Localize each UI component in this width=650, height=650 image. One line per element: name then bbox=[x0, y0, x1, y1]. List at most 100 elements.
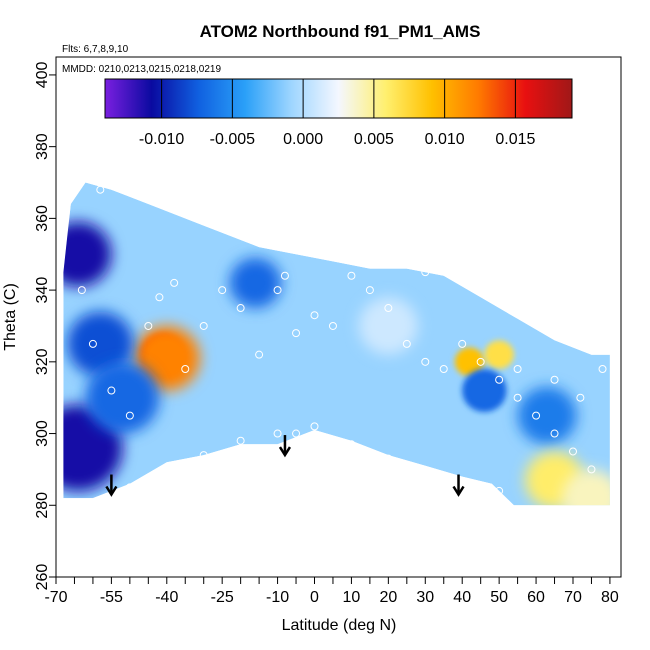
x-tick-label: -40 bbox=[155, 589, 178, 606]
flights-note: Flts: 6,7,8,9,10 bbox=[62, 44, 129, 55]
heatmap-feature bbox=[462, 369, 507, 413]
measurement-point bbox=[310, 311, 319, 320]
x-tick-label: -10 bbox=[266, 589, 289, 606]
colorbar: -0.010 -0.005 0.000 0.005 0.010 0.015 bbox=[104, 78, 573, 148]
measurement-point bbox=[347, 271, 356, 280]
y-tick-label: 380 bbox=[34, 133, 51, 160]
heatmap-feature bbox=[63, 404, 123, 491]
x-tick-label: -70 bbox=[44, 589, 67, 606]
measurement-point bbox=[155, 293, 164, 302]
colorbar-tick-label: -0.005 bbox=[210, 131, 255, 148]
colorbar-tick-label: 0.005 bbox=[354, 131, 394, 148]
x-tick-label: 10 bbox=[343, 589, 361, 606]
measurement-point bbox=[439, 365, 448, 373]
colorbar-tick-label: 0.015 bbox=[495, 131, 535, 148]
x-tick-label: 30 bbox=[416, 589, 434, 606]
measurement-point bbox=[77, 286, 86, 295]
measurement-point bbox=[162, 465, 171, 474]
measurement-point bbox=[107, 386, 116, 395]
x-tick-label: 50 bbox=[490, 589, 508, 606]
heatmap-feature bbox=[484, 340, 514, 369]
measurement-point bbox=[365, 286, 374, 295]
measurement-point bbox=[513, 365, 522, 373]
heatmap-feature bbox=[358, 297, 418, 355]
measurement-point bbox=[568, 447, 577, 456]
y-axis: 260 280 300 320 340 360 380 400 bbox=[34, 61, 56, 590]
colorbar-ticks: -0.010 -0.005 0.000 0.005 0.010 0.015 bbox=[139, 79, 536, 148]
colorbar-gradient bbox=[104, 78, 573, 119]
measurement-point bbox=[292, 429, 301, 438]
measurement-point bbox=[513, 393, 522, 402]
measurement-point bbox=[576, 393, 585, 402]
measurement-point bbox=[236, 304, 245, 313]
measurement-point bbox=[96, 185, 105, 194]
measurement-point bbox=[495, 375, 504, 384]
measurement-point bbox=[199, 321, 208, 330]
x-tick-label: 40 bbox=[453, 589, 471, 606]
measurement-point bbox=[292, 329, 301, 338]
y-tick-label: 360 bbox=[34, 205, 51, 232]
heatmap-feature bbox=[85, 361, 160, 434]
y-tick-label: 320 bbox=[34, 348, 51, 375]
measurement-point bbox=[218, 286, 227, 295]
measurement-points bbox=[77, 185, 607, 495]
y-tick-label: 260 bbox=[34, 564, 51, 591]
x-tick-label: 60 bbox=[527, 589, 545, 606]
measurement-point bbox=[280, 271, 289, 280]
measurement-point bbox=[181, 365, 190, 373]
heatmap-field bbox=[63, 182, 610, 506]
arrow-marker bbox=[105, 474, 118, 497]
measurement-point bbox=[421, 268, 430, 277]
measurement-point bbox=[144, 321, 153, 330]
heatmap-feature bbox=[561, 469, 610, 506]
measurement-point bbox=[587, 465, 596, 474]
measurement-point bbox=[476, 357, 485, 366]
y-tick-label: 280 bbox=[34, 492, 51, 519]
measurement-point bbox=[199, 451, 208, 460]
heatmap-features bbox=[63, 221, 610, 506]
measurement-point bbox=[384, 304, 393, 313]
measurement-point bbox=[125, 483, 134, 492]
measurement-point bbox=[273, 286, 282, 295]
measurement-point bbox=[598, 365, 607, 373]
chart-title: ATOM2 Northbound f91_PM1_AMS bbox=[200, 22, 481, 41]
x-tick-label: 20 bbox=[379, 589, 397, 606]
heatmap-feature bbox=[229, 257, 282, 309]
measurement-point bbox=[273, 429, 282, 438]
measurement-point bbox=[236, 436, 245, 445]
heatmap-feature bbox=[517, 386, 577, 445]
measurement-point bbox=[532, 411, 541, 420]
heatmap-feature bbox=[63, 221, 112, 287]
colorbar-tick-label: -0.010 bbox=[139, 131, 184, 148]
measurement-point bbox=[88, 339, 97, 348]
arrow-marker bbox=[278, 435, 292, 458]
x-tick-label: -25 bbox=[211, 589, 234, 606]
measurement-point bbox=[421, 469, 430, 477]
arrow-markers bbox=[105, 435, 465, 497]
heatmap-feature bbox=[454, 347, 485, 377]
heatmap-background bbox=[63, 182, 610, 506]
y-tick-label: 400 bbox=[34, 61, 51, 88]
x-tick-label: 80 bbox=[601, 589, 619, 606]
measurement-point bbox=[402, 339, 411, 348]
y-tick-label: 300 bbox=[34, 420, 51, 447]
x-tick-label: -55 bbox=[100, 589, 123, 606]
colorbar-tick-label: 0.000 bbox=[283, 131, 323, 148]
measurement-point bbox=[170, 278, 179, 287]
colorbar-tick-label: 0.010 bbox=[425, 131, 465, 148]
measurement-point bbox=[458, 339, 467, 348]
measurement-point bbox=[495, 486, 504, 495]
measurement-point bbox=[255, 350, 264, 359]
dates-note: MMDD: 0210,0213,0215,0218,0219 bbox=[62, 64, 221, 75]
y-axis-title: Theta (C) bbox=[2, 283, 19, 351]
measurement-point bbox=[125, 411, 134, 420]
y-tick-label: 340 bbox=[34, 277, 51, 304]
heatmap-feature bbox=[67, 311, 134, 377]
measurement-point bbox=[421, 357, 430, 366]
measurement-point bbox=[550, 375, 559, 384]
x-axis-title: Latitude (deg N) bbox=[282, 617, 397, 634]
x-axis: -70 -55 -40 -25 -10 0 10 20 30 40 50 60 70 80 bbox=[44, 577, 619, 606]
measurement-point bbox=[384, 454, 393, 463]
x-tick-label: 0 bbox=[310, 589, 319, 606]
